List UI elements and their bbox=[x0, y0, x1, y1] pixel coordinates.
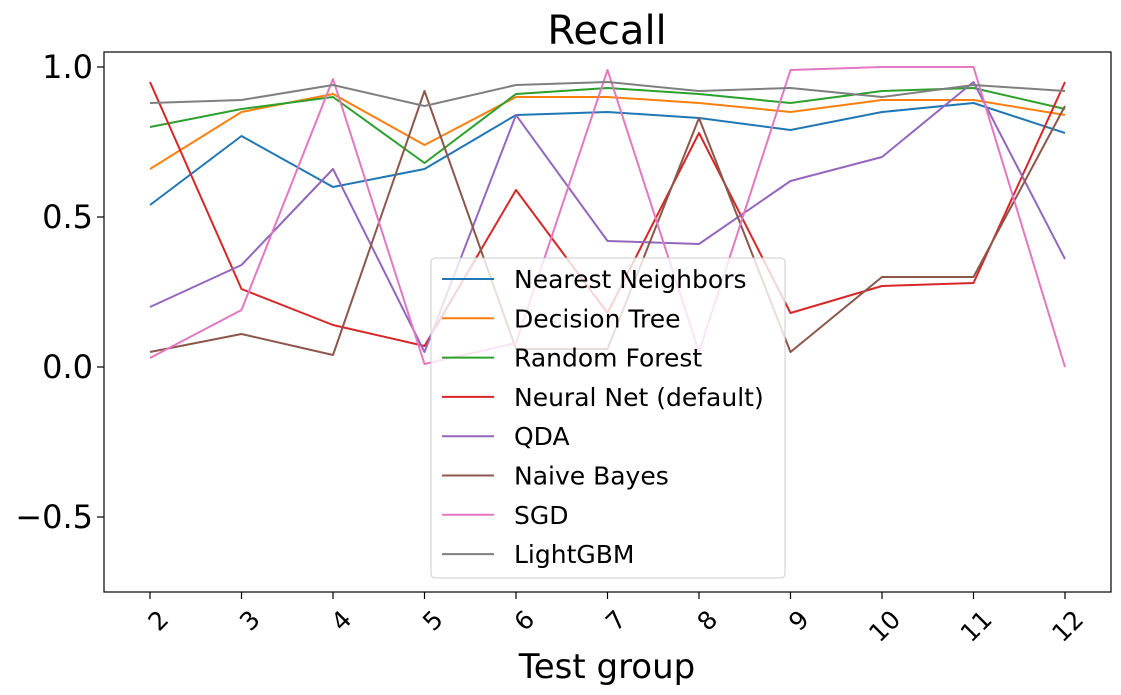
x-tick-label: 10 bbox=[863, 605, 906, 648]
x-tick-label: 5 bbox=[417, 605, 449, 637]
legend-items: Nearest Neighbors Decision Tree Random For… bbox=[442, 265, 764, 569]
y-tick-label: 0.5 bbox=[42, 198, 93, 236]
x-tick-label: 3 bbox=[234, 605, 266, 637]
series-line-qda bbox=[149, 81, 1066, 353]
legend-label: Naive Bayes bbox=[514, 462, 669, 491]
x-tick-label: 4 bbox=[326, 605, 358, 637]
y-tick-label: 1.0 bbox=[42, 48, 93, 86]
x-tick-label: 12 bbox=[1046, 605, 1089, 648]
series-line-nearest-neighbors bbox=[149, 102, 1066, 206]
x-tick-label: 7 bbox=[600, 605, 632, 637]
x-tick-label: 8 bbox=[692, 605, 724, 637]
legend-label: Random Forest bbox=[514, 344, 702, 373]
series-line-decision-tree bbox=[149, 93, 1066, 170]
x-tick-label: 2 bbox=[143, 605, 175, 637]
legend-label: Neural Net (default) bbox=[514, 383, 764, 412]
y-tick-label: −0.5 bbox=[15, 498, 93, 536]
x-tick-label: 9 bbox=[783, 605, 815, 637]
x-tick-label: 6 bbox=[509, 605, 541, 637]
legend-label: Decision Tree bbox=[514, 304, 680, 333]
series-line-sgd bbox=[149, 66, 1066, 368]
x-axis: 2 3 4 5 6 7 8 9 10 11 12 bbox=[143, 592, 1089, 648]
legend-box bbox=[430, 257, 786, 579]
y-axis: 1.0 0.5 0.0 −0.5 bbox=[15, 48, 104, 536]
legend-label: LightGBM bbox=[514, 540, 634, 569]
y-tick-label: 0.0 bbox=[42, 348, 93, 386]
series-line-lightgbm bbox=[149, 81, 1066, 107]
chart-title: Recall bbox=[547, 8, 666, 54]
legend-label: SGD bbox=[514, 501, 569, 530]
x-tick-label: 11 bbox=[955, 605, 998, 648]
legend-label: QDA bbox=[514, 422, 570, 451]
legend-label: Nearest Neighbors bbox=[514, 265, 747, 294]
x-axis-label: Test group bbox=[518, 647, 696, 687]
legend: Nearest Neighbors Decision Tree Random For… bbox=[430, 257, 786, 579]
series-line-random-forest bbox=[149, 87, 1066, 164]
